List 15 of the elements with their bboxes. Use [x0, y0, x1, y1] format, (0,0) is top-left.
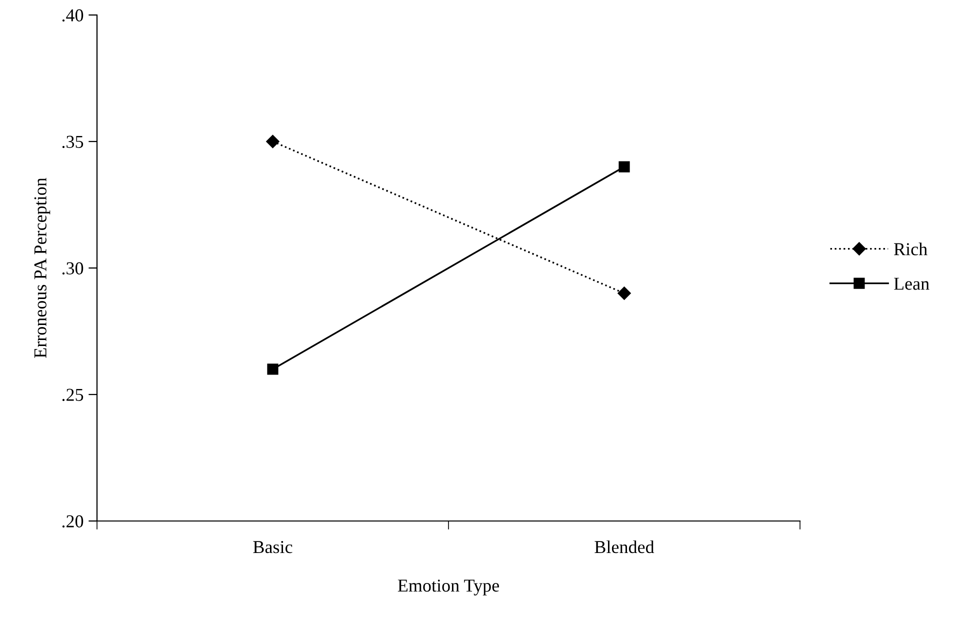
- legend-label: Lean: [894, 278, 930, 290]
- legend-label: Rich: [894, 242, 928, 256]
- x-tick-label: Blended: [594, 540, 654, 554]
- y-tick-label: .30: [62, 262, 84, 275]
- point: [618, 286, 631, 300]
- y-tick-label: .40: [62, 9, 84, 22]
- x-axis-title: Emotion Type: [398, 580, 499, 596]
- y-tick-label: .35: [62, 136, 84, 148]
- point: [266, 134, 280, 148]
- point: [267, 364, 278, 375]
- y-tick-label: .20: [62, 515, 84, 528]
- y-axis-title: Erroneous PA Perception: [34, 178, 50, 358]
- x-tick-label: Basic: [253, 541, 292, 554]
- point: [618, 161, 630, 172]
- y-tick-label: .25: [62, 388, 84, 402]
